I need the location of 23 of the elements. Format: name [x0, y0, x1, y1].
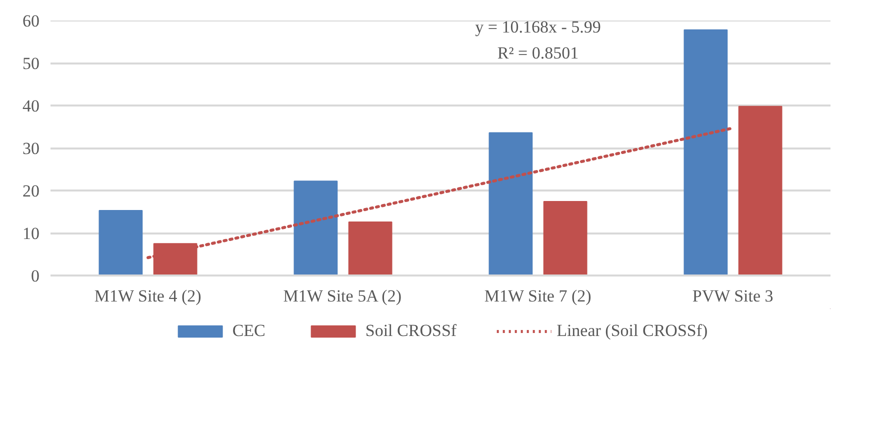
y-tick-label: 50 — [22, 54, 40, 73]
bar — [294, 180, 338, 276]
y-tick-label: 20 — [22, 182, 40, 200]
x-tick-label: PVW Site 3 — [692, 286, 774, 306]
x-tick-label: M1W Site 4 (2) — [94, 286, 202, 306]
bar — [348, 221, 392, 276]
legend-label: Linear (Soil CROSSf) — [556, 320, 708, 340]
bar — [738, 106, 782, 276]
y-tick-label: 10 — [22, 224, 40, 243]
x-tick-label: M1W Site 7 (2) — [484, 286, 592, 306]
bar — [488, 132, 533, 276]
y-tick-label: 40 — [22, 96, 40, 116]
legend-label: Soil CROSSf — [365, 320, 457, 340]
bar — [684, 29, 728, 276]
y-tick-label: 0 — [31, 266, 40, 286]
annotation: R² = 0.8501 — [497, 44, 579, 63]
legend-label: CEC — [232, 320, 266, 340]
y-tick-label: 30 — [22, 139, 40, 158]
bar — [98, 210, 143, 276]
annotation: y = 10.168x - 5.99 — [475, 17, 601, 36]
x-tick-label: M1W Site 5A (2) — [283, 286, 402, 306]
y-tick-label: 60 — [22, 12, 40, 30]
bar — [543, 201, 588, 276]
